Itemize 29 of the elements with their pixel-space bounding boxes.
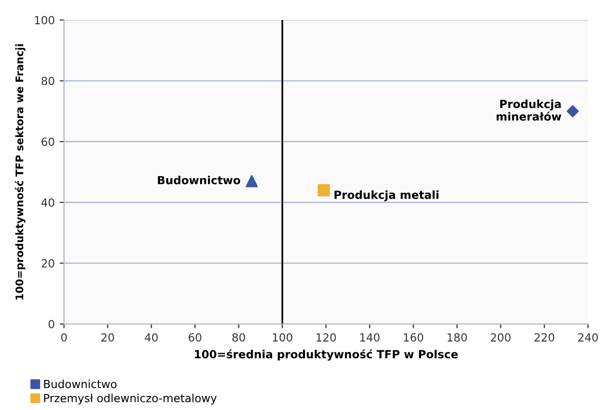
x-tick-label: 120 (316, 333, 336, 342)
x-tick-label: 200 (490, 333, 511, 342)
y-tick-label: 40 (41, 198, 54, 207)
point (566, 105, 579, 118)
y-tick-label: 80 (42, 76, 54, 86)
annotation: Produkcja metali (334, 190, 438, 202)
y-axis-title: 100=produktywność TFP sektora we Francji (14, 44, 26, 300)
legend-label: Budownictwo (44, 380, 117, 388)
y-tick-label: 20 (42, 259, 54, 268)
x-tick-label: 0 (61, 333, 67, 342)
x-tick-label: 140 (360, 333, 380, 342)
y-tick-label: 60 (42, 138, 54, 146)
legend-label: Przemysł odlewniczo-metalowy (44, 394, 217, 404)
annotation: Produkcja minerałów (496, 100, 562, 121)
x-tick-label: 40 (144, 333, 158, 342)
point (246, 175, 258, 188)
x-tick-label: 240 (578, 333, 598, 342)
x-axis-title: 100=średnia produktywność TFP w Polsce (194, 349, 458, 361)
x-tick-label: 160 (404, 333, 424, 342)
x-tick-label: 220 (534, 333, 554, 342)
annotation: Budownictwo (158, 176, 240, 184)
point (318, 184, 330, 196)
x-tick-label: 60 (188, 333, 202, 342)
x-tick-label: 20 (101, 333, 114, 342)
y-tick-label: 100 (34, 16, 54, 24)
x-tick-label: 180 (448, 333, 467, 342)
x-tick-label: 100 (272, 333, 292, 342)
x-tick-label: 80 (232, 333, 245, 342)
y-tick-label: 0 (48, 320, 54, 328)
